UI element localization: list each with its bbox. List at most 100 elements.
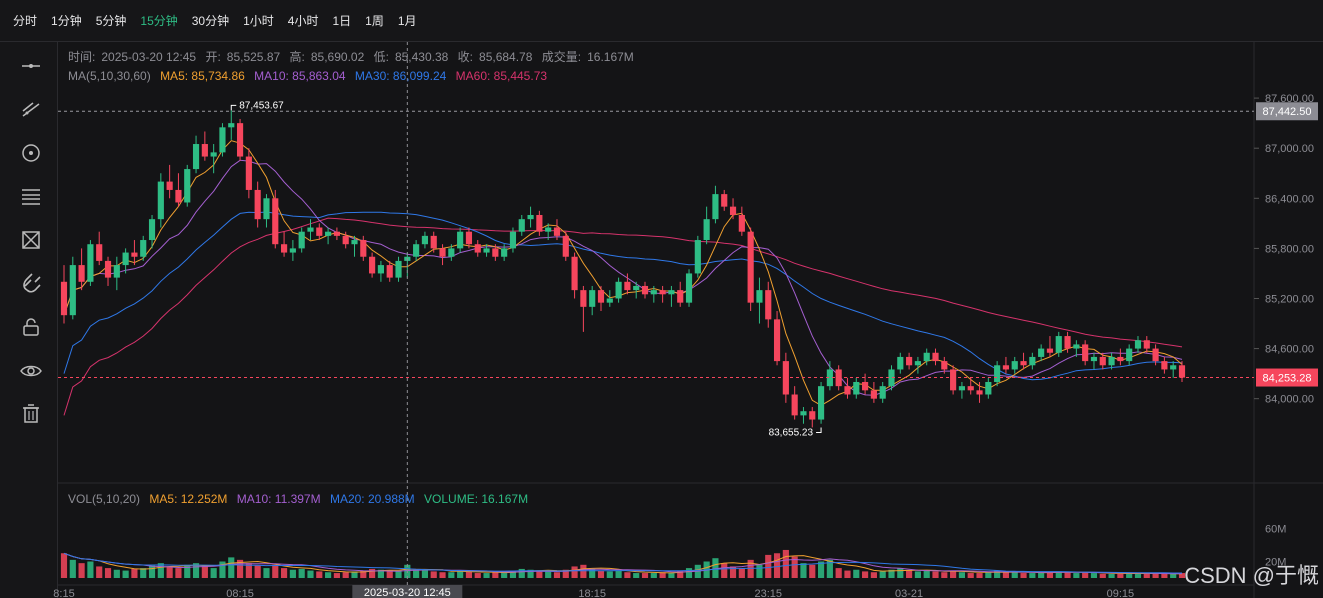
high-price-tag: 87,442.50 <box>1263 106 1312 118</box>
vol-ma10-line <box>63 552 1182 575</box>
volume-bar <box>1161 573 1168 578</box>
candle-body <box>589 290 596 307</box>
candle-body <box>272 198 279 245</box>
time-tick-label: 18:15 <box>578 588 606 598</box>
candle-body <box>280 244 288 253</box>
volume-bar <box>272 564 279 578</box>
time-value: 2025-03-20 12:45 <box>101 50 197 64</box>
candle-body <box>421 235 429 245</box>
candle-body <box>140 240 147 257</box>
volume-bar <box>553 572 561 578</box>
volume-bar <box>474 573 481 578</box>
low-value: 85,430.38 <box>394 50 449 64</box>
volume-bar <box>615 570 622 578</box>
magnet-icon[interactable] <box>16 269 46 299</box>
vol-ma20-line <box>63 552 1182 574</box>
price-tick-label: 87,000.00 <box>1265 143 1314 155</box>
volume-bar <box>624 572 631 578</box>
volume-bar <box>985 572 992 578</box>
pattern-icon[interactable] <box>16 225 46 255</box>
candle-body <box>571 256 578 291</box>
trend-line-icon[interactable] <box>16 95 46 125</box>
volume-bar <box>791 556 798 578</box>
current-price-tag: 84,253.28 <box>1263 373 1312 385</box>
ma10-legend: MA10: 85,863.04 <box>254 69 346 83</box>
fib-lines-icon[interactable] <box>16 182 46 212</box>
timeframe-bar: 分时 1分钟 5分钟 15分钟 30分钟 1小时 4小时 1日 1周 1月 <box>0 0 1323 42</box>
candle-body <box>395 260 402 278</box>
volume-bar <box>60 553 68 578</box>
volume-bar <box>765 554 772 578</box>
candle-body <box>932 352 939 362</box>
volume-bar <box>192 563 200 578</box>
timeframe-3[interactable]: 15分钟 <box>140 14 178 28</box>
candle-body <box>853 381 860 395</box>
trash-icon[interactable] <box>16 399 46 429</box>
drawing-toolbar <box>0 42 58 598</box>
lock-icon[interactable] <box>16 312 46 342</box>
volume-bar <box>950 570 957 578</box>
ma30-legend: MA30: 86,099.24 <box>354 69 447 83</box>
watermark: CSDN @于慨 <box>1184 563 1319 588</box>
volume-bar <box>685 568 693 578</box>
timeframe-5[interactable]: 1小时 <box>243 14 274 28</box>
timeframe-1[interactable]: 1分钟 <box>51 14 82 28</box>
volume-bar <box>659 572 666 578</box>
volume-bar <box>175 568 182 578</box>
eye-icon[interactable] <box>16 356 46 386</box>
price-tick-label: 85,800.00 <box>1265 243 1314 255</box>
candle-body <box>518 219 525 232</box>
timeframe-0[interactable]: 分时 <box>13 14 38 28</box>
timeframe-7[interactable]: 1日 <box>332 14 352 28</box>
candle-body <box>351 240 358 245</box>
volume-bar <box>1082 572 1089 578</box>
volume-bar <box>580 564 587 578</box>
volume-tick-label: 60M <box>1265 524 1286 536</box>
volume-bar <box>325 572 332 578</box>
timeframe-6[interactable]: 4小时 <box>287 14 319 28</box>
volume-tick-label: 20M <box>1265 557 1286 569</box>
timeframe-4[interactable]: 30分钟 <box>191 14 230 28</box>
volume-bar <box>862 571 869 578</box>
candle-body <box>263 198 270 220</box>
candle-body <box>492 248 499 257</box>
candle-body <box>527 214 534 220</box>
vol-ma5-legend: MA5: 12.252M <box>149 492 228 506</box>
volume-current-legend: VOLUME: 16.167M <box>424 492 529 506</box>
vol-legend-name: VOL(5,10,20) <box>68 492 141 506</box>
candle-body <box>386 265 393 278</box>
volume-bar <box>1002 572 1010 578</box>
current-price-tag-bg <box>1256 368 1318 387</box>
candle-body <box>765 290 772 320</box>
candle-body <box>1152 348 1159 362</box>
candle-body <box>369 256 376 274</box>
volume-bar <box>923 570 930 578</box>
volume-bar <box>844 570 851 578</box>
candle-body <box>958 386 966 391</box>
ma60-legend: MA60: 85,445.73 <box>455 69 548 83</box>
volume-bar <box>1046 572 1054 578</box>
volume-bar <box>166 566 173 578</box>
volume-bar <box>1099 573 1106 578</box>
timeframe-9[interactable]: 1月 <box>397 14 417 28</box>
circle-target-icon[interactable] <box>16 138 46 168</box>
candle-body <box>465 231 473 245</box>
candle-body <box>236 123 244 157</box>
volume-bar <box>914 571 921 578</box>
timeframe-8[interactable]: 1周 <box>365 14 384 28</box>
candle-body <box>166 181 173 190</box>
ohlc-legend: 时间: 2025-03-20 12:45 开: 85,525.87 高: 85,690… <box>68 48 640 65</box>
horizontal-line-icon[interactable] <box>16 51 46 81</box>
volume-bar <box>78 563 85 578</box>
candle-body <box>553 227 561 236</box>
time-tick-label: 09:15 <box>1107 588 1135 598</box>
candle-body <box>791 394 798 416</box>
candle-body <box>483 248 490 253</box>
candle-body <box>413 244 420 257</box>
volume-bar <box>773 553 781 578</box>
volume-bar <box>333 573 340 578</box>
candle-body <box>844 386 851 395</box>
timeframe-2[interactable]: 5分钟 <box>95 14 127 28</box>
volume-bar <box>280 568 288 578</box>
